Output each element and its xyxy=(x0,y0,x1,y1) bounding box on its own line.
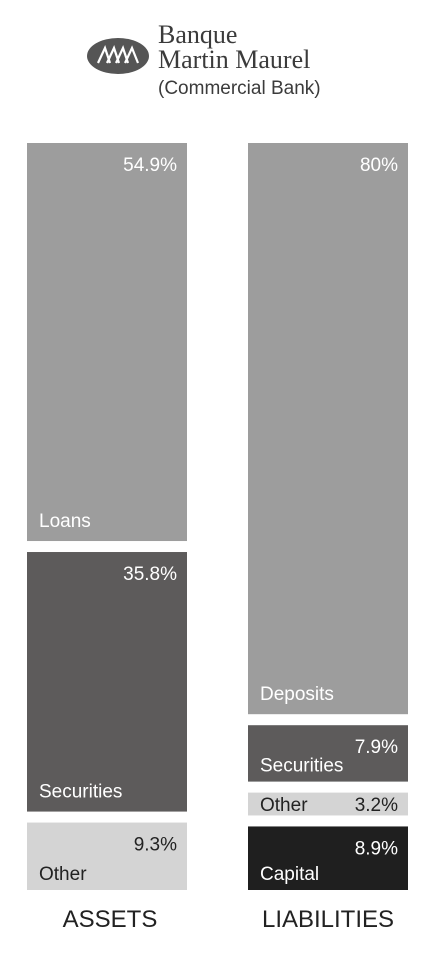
bar-segment-other-0 xyxy=(27,822,187,890)
column-label-liabilities: LIABILITIES xyxy=(261,906,395,933)
data-label-securities-0: 35.8% xyxy=(123,564,177,585)
bank-name-line2: Martin Maurel xyxy=(158,45,311,74)
bank-subtitle: (Commercial Bank) xyxy=(158,78,321,99)
data-label-deposits-1: 80% xyxy=(360,155,398,176)
segment-label-deposits-1: Deposits xyxy=(260,684,334,705)
bar-segment-loans-0 xyxy=(27,143,187,542)
bar-segment-other-1 xyxy=(248,792,408,816)
segment-label-other-1: Other xyxy=(260,795,308,816)
segment-label-securities-1: Securities xyxy=(260,756,343,777)
bar-segment-deposits-1 xyxy=(248,143,408,715)
bank-logo: Banque Martin Maurel (Commercial Bank) xyxy=(86,14,386,104)
segment-label-securities-0: Securities xyxy=(39,782,122,803)
bar-segment-securities-1 xyxy=(248,725,408,782)
column-label-assets: ASSETS xyxy=(62,906,158,933)
data-label-capital-1: 8.9% xyxy=(355,838,398,859)
bank-name: Banque Martin Maurel xyxy=(158,20,311,74)
segment-label-capital-1: Capital xyxy=(260,864,319,885)
logo-emblem-icon xyxy=(87,38,149,74)
bar-segment-capital-1 xyxy=(248,826,408,890)
data-label-loans-0: 54.9% xyxy=(123,155,177,176)
data-label-other-0: 9.3% xyxy=(134,835,177,856)
bank-name-line1: Banque xyxy=(158,20,238,49)
data-label-other-1: 3.2% xyxy=(355,795,398,816)
segment-label-other-0: Other xyxy=(39,864,87,885)
data-label-securities-1: 7.9% xyxy=(355,737,398,758)
bar-segment-securities-0 xyxy=(27,552,187,812)
segment-label-loans-0: Loans xyxy=(39,511,91,532)
